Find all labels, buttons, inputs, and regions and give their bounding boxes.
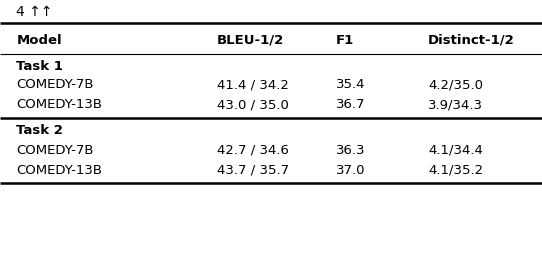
Text: COMEDY-7B: COMEDY-7B [16,143,94,157]
Text: 35.4: 35.4 [336,79,365,91]
Text: COMEDY-7B: COMEDY-7B [16,79,94,91]
Text: 42.7 / 34.6: 42.7 / 34.6 [217,143,289,157]
Text: 4.1/35.2: 4.1/35.2 [428,163,483,177]
Text: 4.1/34.4: 4.1/34.4 [428,143,483,157]
Text: 36.3: 36.3 [336,143,365,157]
Text: Distinct-1/2: Distinct-1/2 [428,34,515,47]
Text: F1: F1 [336,34,354,47]
Text: 36.7: 36.7 [336,99,365,111]
Text: 4.2/35.0: 4.2/35.0 [428,79,483,91]
Text: Task 1: Task 1 [16,59,63,73]
Text: 3.9/34.3: 3.9/34.3 [428,99,483,111]
Text: Task 2: Task 2 [16,124,63,136]
Text: 4 ↑↑: 4 ↑↑ [16,5,53,19]
Text: 41.4 / 34.2: 41.4 / 34.2 [217,79,289,91]
Text: 43.7 / 35.7: 43.7 / 35.7 [217,163,289,177]
Text: 43.0 / 35.0: 43.0 / 35.0 [217,99,289,111]
Text: COMEDY-13B: COMEDY-13B [16,99,102,111]
Text: COMEDY-13B: COMEDY-13B [16,163,102,177]
Text: 37.0: 37.0 [336,163,365,177]
Text: Model: Model [16,34,62,47]
Text: BLEU-1/2: BLEU-1/2 [217,34,284,47]
